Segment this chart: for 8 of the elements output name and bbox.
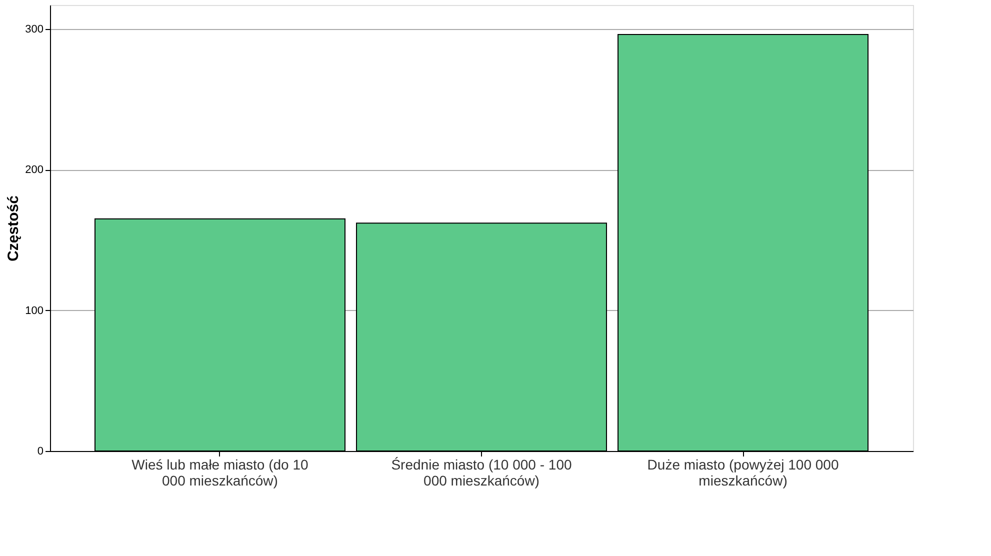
x-tick-label: Wieś lub małe miasto (do 10 000 mieszkańców) <box>132 456 309 488</box>
y-tick-label: 100 <box>25 304 44 317</box>
x-tick-label: Średnie miasto (10 000 - 100 000 mieszkańców) <box>391 456 572 488</box>
y-tick-label: 200 <box>25 164 44 176</box>
y-tick-label: 0 <box>37 446 44 458</box>
x-tick-label: Duże miasto (powyżej 100 000 mieszkańców) <box>647 456 839 488</box>
y-tick-label: 300 <box>25 23 44 36</box>
y-axis-title: Częstość <box>5 196 22 262</box>
